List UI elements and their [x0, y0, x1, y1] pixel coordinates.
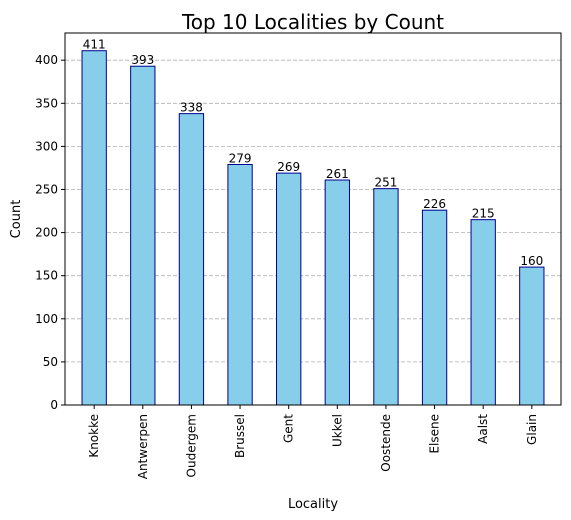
y-tick-label: 150 [35, 269, 58, 283]
x-tick-label: Knokke [87, 414, 101, 458]
data-label: 215 [472, 207, 495, 221]
y-tick-label: 300 [35, 139, 58, 153]
y-axis-label: Count [9, 200, 24, 239]
x-tick-label: Oostende [379, 414, 393, 472]
x-tick-label: Brussel [233, 414, 247, 458]
y-tick-label: 200 [35, 226, 58, 240]
plot-frame [64, 32, 562, 406]
x-tick-label: Aalst [476, 414, 490, 444]
y-tick-label: 0 [50, 398, 58, 412]
data-label: 279 [229, 151, 252, 165]
bar-brussel [227, 163, 253, 406]
bar-knokke [81, 50, 107, 406]
y-axis-ticks: 0 50 100 150 200 250 300 350 400 [35, 53, 65, 412]
bar-gent [276, 172, 302, 406]
x-tick-label: Oudergem [184, 414, 198, 477]
data-label: 338 [180, 101, 203, 115]
bar-glain [519, 266, 545, 406]
chart-title: Top 10 Localities by Count [181, 10, 444, 34]
x-axis-label: Locality [288, 497, 338, 512]
bar-aalst [470, 219, 496, 406]
y-tick-label: 250 [35, 182, 58, 196]
bar-antwerpen [130, 65, 156, 406]
bar-elsene [421, 209, 448, 406]
x-axis-ticks: Knokke Antwerpen Oudergem Brussel Gent Ukkel O… [87, 405, 539, 479]
bar-ukkel [324, 179, 350, 406]
data-label: 393 [131, 53, 154, 67]
bar-oostende [373, 188, 399, 406]
data-label: 160 [520, 254, 543, 268]
x-tick-label: Antwerpen [136, 414, 150, 479]
x-tick-label: Gent [282, 414, 296, 443]
x-tick-label: Elsene [428, 414, 442, 454]
y-tick-label: 350 [35, 96, 58, 110]
data-label: 261 [326, 167, 349, 181]
data-label: 226 [423, 197, 446, 211]
x-tick-label: Ukkel [330, 414, 344, 447]
y-tick-label: 400 [35, 53, 58, 67]
y-tick-label: 100 [35, 312, 58, 326]
data-label: 411 [83, 38, 106, 52]
data-label: 251 [374, 176, 397, 190]
data-label: 269 [277, 160, 300, 174]
bars [81, 50, 545, 406]
x-tick-label: Glain [525, 414, 539, 445]
bar-oudergem [178, 113, 205, 406]
y-tick-label: 50 [43, 355, 58, 369]
data-labels: 411 393 338 279 269 261 251 226 215 160 [83, 38, 544, 268]
